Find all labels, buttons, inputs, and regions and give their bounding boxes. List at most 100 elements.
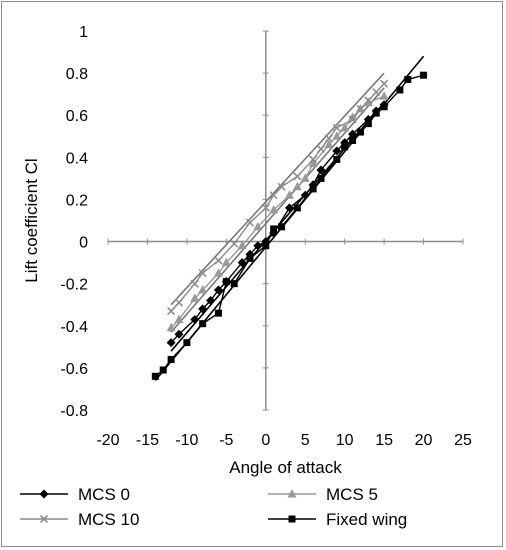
legend-marker [39,489,49,499]
mcs-5-point [253,221,263,231]
fixed-wing-point [246,254,254,262]
legend-label: Fixed wing [326,510,407,529]
cross-stroke [261,203,270,212]
legend-label: MCS 0 [78,485,130,504]
x-tick-label: -15 [136,432,159,449]
cross-stroke [277,182,286,191]
fixed-wing-point [420,71,428,79]
mcs-10-point [214,256,223,265]
fixed-wing-point [230,280,238,288]
cross-stroke [269,191,278,200]
x-tick-label: -10 [175,432,198,449]
mcs-10-point [364,96,373,105]
mcs-5-point [190,293,200,302]
fixed-wing-point [349,136,357,144]
tick-labels: -20 -15 -10 -5 0 5 10 15 20 25 -0.8 -0.6 -0.4 -0.2 0 0.… [60,24,472,449]
mcs-5-point [379,91,389,100]
cross-stroke [332,123,341,132]
y-tick-label: 0.6 [66,108,88,125]
fixed-wing-point [199,320,207,328]
cross-stroke [230,239,239,248]
mcs-0-point [237,258,247,268]
cross-stroke [198,269,207,278]
fixed-wing-point [356,128,364,136]
y-tick-label: -0.2 [60,277,88,294]
fixed-wing-point [167,355,175,363]
fixed-wing-point [270,225,278,233]
mcs-5-point [308,158,318,168]
fixed-wing-point [396,86,404,94]
cross-stroke [356,104,365,113]
mcs-10-point [309,155,318,164]
axes [107,30,464,411]
mcs-5-point [213,268,223,277]
legend-item-mcs-5: MCS 5 [268,485,378,504]
cross-stroke [309,155,318,164]
cross-stroke [364,96,373,105]
mcs-5-point [221,257,231,267]
mcs-0-point [198,304,208,314]
mcs-5-point [340,122,350,132]
fixed-wing-point [222,278,230,286]
x-tick-label: 20 [415,432,433,449]
cross-stroke [174,298,184,307]
cross-stroke [380,79,389,88]
mcs-0-point [284,203,294,213]
fixed-wing-point [364,120,372,128]
x-tick-label: 10 [336,432,354,449]
mcs-0-point [213,285,223,295]
mcs-10-point [332,123,341,132]
legend: MCS 0 MCS 5 MCS 10 Fixed wing [20,485,407,529]
legend-marker [287,489,297,498]
fixed-wing-point [293,204,301,212]
mcs-5-point [332,131,342,140]
x-tick-label: 15 [375,432,393,449]
x-tick-label: -5 [219,432,233,449]
mcs-5-trendline [170,87,385,333]
fixed-wing-point [333,155,341,163]
mcs-0-point [206,296,216,306]
mcs-10-point [324,134,333,143]
mcs-0-point [316,165,326,175]
fixed-wing-point [309,185,317,193]
mcs-5-point [166,322,176,332]
mcs-5-point [324,139,334,149]
mcs-5-point [237,240,247,250]
mcs-10-point [293,172,302,181]
mcs-0-point [300,190,310,200]
cross-stroke [167,306,176,316]
mcs-10-trendline [170,72,385,306]
mcs-0-point [174,329,184,339]
legend-label: MCS 5 [326,485,378,504]
cross-stroke [190,279,199,288]
mcs-0-point [348,129,358,139]
mcs-10-point [167,306,176,316]
fixed-wing-point [341,143,349,151]
y-tick-label: 0.2 [66,192,88,209]
y-tick-label: -0.8 [60,403,88,420]
legend-marker [288,515,296,523]
cross-stroke [316,144,326,153]
fixed-wing-point [372,109,380,117]
data-markers [151,71,428,380]
cross-stroke [348,115,357,124]
mcs-5-point [269,204,279,214]
mcs-10-point [356,104,365,113]
mcs-5-point [363,97,373,107]
fixed-wing-point [380,103,388,111]
mcs-5-point [292,181,302,191]
x-axis-title: Angle of attack [229,458,342,477]
mcs-0-point [166,338,176,348]
legend-item-fixed-wing: Fixed wing [268,510,407,529]
mcs-0-point [190,314,200,324]
fixed-wing-point [214,309,222,317]
cross-stroke [372,87,381,97]
mcs-10-point [198,269,207,278]
mcs-5-point [348,112,358,121]
mcs-10-point [380,79,389,88]
x-tick-label: 25 [454,432,472,449]
mcs-5-point [174,314,184,323]
mcs-10-point [245,218,255,227]
